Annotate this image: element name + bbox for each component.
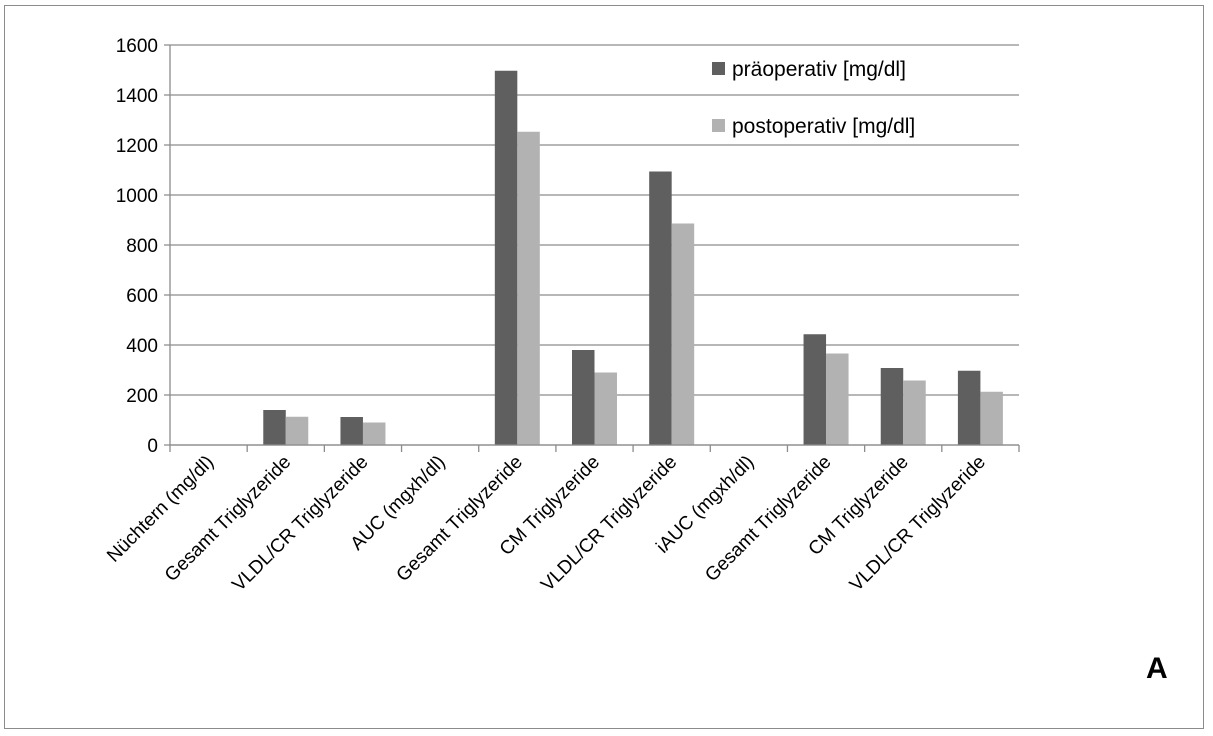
y-tick-label: 0 [147, 436, 158, 457]
bar-chart: 0 200 400 600 800 1000 1200 1400 1600 Nüchtern (… [103, 36, 1168, 685]
y-tick-label: 1000 [116, 186, 158, 207]
bar-postoperativ [903, 380, 926, 445]
bar-postoperativ [826, 353, 849, 445]
legend-swatch-postoperativ [712, 119, 725, 132]
x-axis [169, 444, 1020, 452]
bar-postoperativ [671, 223, 695, 445]
legend-swatch-praeoperativ [712, 62, 725, 75]
bar-praeoperativ [340, 417, 363, 445]
figure-frame: 0 200 400 600 800 1000 1200 1400 1600 Nüchtern (… [4, 5, 1204, 729]
y-tick-label: 200 [126, 386, 158, 407]
bar-praeoperativ [803, 334, 827, 445]
bars [263, 70, 1003, 445]
bar-praeoperativ [572, 350, 595, 445]
x-category-label: VLDL/CR Triglyzeride [228, 452, 372, 596]
x-category-label: Gesamt Triglyzeride [701, 452, 835, 586]
bar-praeoperativ [649, 171, 672, 445]
category-labels: Nüchtern (mg/dl)Gesamt TriglyzerideVLDL/… [103, 452, 990, 596]
x-category-label: VLDL/CR Triglyzeride [537, 452, 681, 596]
y-tick-label: 400 [126, 336, 158, 357]
y-tick-label: 1400 [116, 86, 158, 107]
y-axis-ticks: 0 200 400 600 800 1000 1200 1400 1600 [116, 36, 158, 457]
gridlines [164, 44, 1019, 446]
bar-postoperativ [594, 372, 617, 445]
bar-postoperativ [362, 422, 386, 445]
y-tick-label: 800 [126, 236, 158, 257]
x-category-label: Gesamt Triglyzeride [161, 452, 295, 586]
y-tick-label: 600 [126, 286, 158, 307]
bar-praeoperativ [263, 410, 286, 445]
y-tick-label: 1200 [116, 136, 158, 157]
bar-praeoperativ [880, 368, 904, 445]
bar-praeoperativ [494, 70, 518, 445]
bar-postoperativ [517, 131, 540, 445]
bar-postoperativ [285, 416, 309, 445]
legend-label-postoperativ: postoperativ [mg/dl] [732, 115, 915, 138]
x-category-label: VLDL/CR Triglyzeride [846, 452, 990, 596]
bar-postoperativ [980, 391, 1003, 445]
legend-label-praeoperativ: präoperativ [mg/dl] [732, 58, 906, 81]
y-tick-label: 1600 [116, 36, 158, 57]
x-category-label: Gesamt Triglyzeride [393, 452, 527, 586]
bar-praeoperativ [957, 370, 981, 445]
panel-label: A [1146, 652, 1168, 685]
legend: präoperativ [mg/dl] postoperativ [mg/dl] [712, 58, 915, 138]
